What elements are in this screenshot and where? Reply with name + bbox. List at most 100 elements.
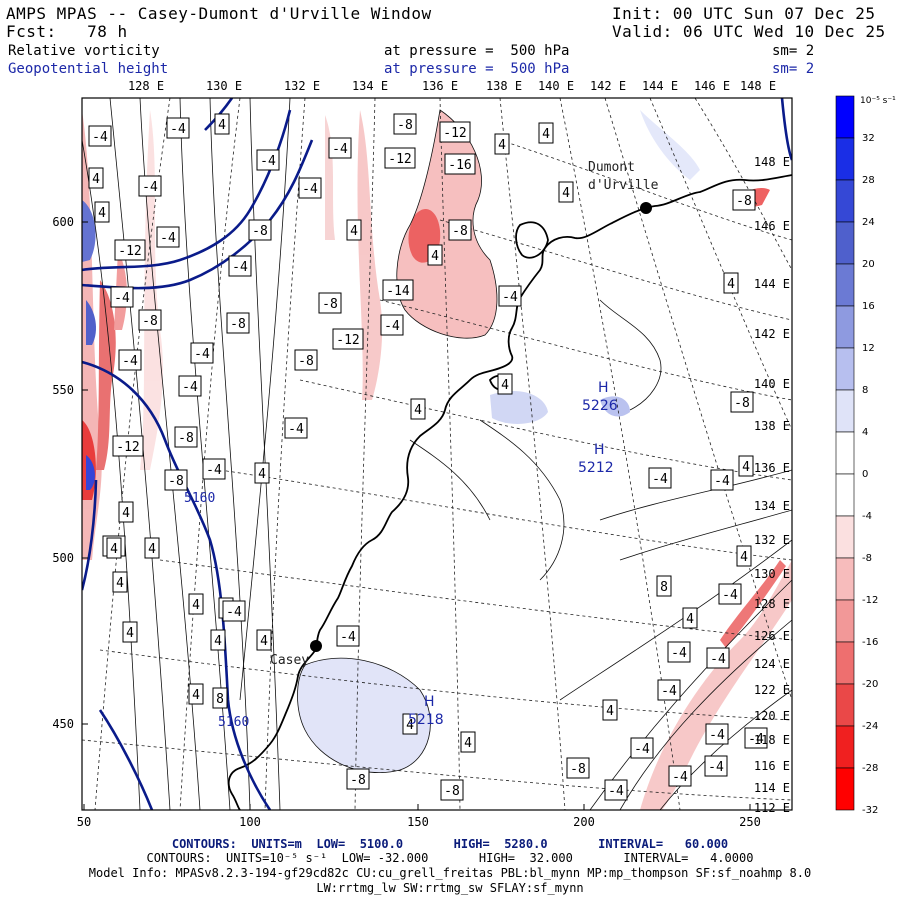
- vorticity-label-text: 4: [92, 172, 100, 187]
- vorticity-label-text: 8: [660, 580, 668, 595]
- colorbar-label: 8: [862, 385, 868, 396]
- vorticity-label-box: [88, 125, 112, 147]
- vorticity-label-text: 4: [498, 138, 506, 153]
- vorticity-label-text: -4: [708, 760, 724, 775]
- colorbar-box: [835, 137, 855, 181]
- right-lat-label: 124 E: [754, 657, 790, 671]
- high-value: 5218: [408, 712, 444, 728]
- vorticity-label-text: -4: [502, 290, 518, 305]
- vorticity-label-text: -4: [92, 130, 108, 145]
- vorticity-label-box: [110, 286, 134, 308]
- vorticity-label-box: [294, 349, 318, 371]
- dumont-durville-line2: d'Urville: [588, 178, 659, 193]
- vorticity-label-text: -8: [452, 224, 468, 239]
- colorbar-box: [835, 305, 855, 349]
- vorticity-label-box: [558, 181, 574, 203]
- vorticity-contour-labels: 4 -4 4 4 -8 -12 4 -4 -4 -12 -16 -4 -4 4 -12 4 4 -8 -4 -8 -14…: [88, 113, 768, 801]
- vorticity-label-box: [138, 309, 162, 331]
- vorticity-label-text: -16: [448, 158, 471, 173]
- y-tick-label: 600: [52, 215, 74, 229]
- valid-time: Valid: 06 UTC Wed 10 Dec 25: [612, 22, 886, 41]
- vorticity-label-text: -4: [170, 122, 186, 137]
- vorticity-label-box: [106, 537, 122, 559]
- vorticity-label-box: [630, 737, 654, 759]
- vorticity-label-text: -8: [230, 317, 246, 332]
- field1-level: at pressure = 500 hPa: [384, 43, 570, 59]
- colorbar-box: [835, 221, 855, 265]
- colorbar-label: -20: [862, 679, 878, 690]
- y-tick-label: 550: [52, 383, 74, 397]
- vorticity-label-text: -4: [710, 652, 726, 667]
- vorticity-label-text: -12: [388, 152, 411, 167]
- vorticity-label-text: -8: [397, 118, 413, 133]
- vorticity-label-text: -8: [736, 194, 752, 209]
- top-lon-label: 134 E: [352, 79, 388, 93]
- footer-vorticity-contours: CONTOURS: UNITS=10⁻⁵ s⁻¹ LOW= -32.000 HI…: [0, 851, 900, 865]
- dumont-durville-station: [640, 202, 652, 214]
- vorticity-label-text: 4: [214, 634, 222, 649]
- vorticity-label-box: [202, 458, 226, 480]
- vorticity-label-box: [439, 121, 471, 143]
- vorticity-label-box: [210, 629, 226, 651]
- vorticity-label-box: [648, 467, 672, 489]
- vorticity-label-text: -4: [142, 180, 158, 195]
- colorbar-box: [835, 515, 855, 559]
- casey-station: [310, 640, 322, 652]
- vorticity-label-text: 4: [110, 542, 118, 557]
- vorticity-label-box: [112, 435, 144, 457]
- vorticity-label-box: [112, 571, 128, 593]
- vorticity-label-box: [332, 328, 364, 350]
- colorbar-label: 28: [862, 175, 875, 186]
- map-title: AMPS MPAS -- Casey-Dumont d'Urville Wind…: [6, 4, 432, 23]
- vorticity-label-box: [382, 279, 414, 301]
- top-lon-label: 130 E: [206, 79, 242, 93]
- top-lon-label: 144 E: [642, 79, 678, 93]
- vorticity-label-box: [656, 575, 672, 597]
- vorticity-label-text: -4: [671, 646, 687, 661]
- footer-model-info-line2: LW:rrtmg_lw SW:rrtmg_sw SFLAY:sf_mynn: [316, 881, 584, 895]
- vorticity-label-text: 4: [218, 118, 226, 133]
- vorticity-label-box: [254, 462, 270, 484]
- high-letter: H: [594, 442, 605, 458]
- x-tick-label: 150: [407, 815, 429, 829]
- vorticity-label-text: -4: [652, 472, 668, 487]
- vorticity-label-box: [256, 149, 280, 171]
- vorticity-label-box: [427, 244, 443, 266]
- vorticity-label-box: [440, 779, 464, 801]
- height-label-5160-south: 5160: [218, 715, 249, 730]
- vorticity-label-box: [328, 137, 352, 159]
- vorticity-label-box: [682, 607, 698, 629]
- colorbar-box: [835, 179, 855, 223]
- vorticity-label-box: [222, 600, 246, 622]
- vorticity-label-box: [730, 391, 754, 413]
- vorticity-label-text: -4: [332, 142, 348, 157]
- vorticity-label-text: 4: [98, 206, 106, 221]
- vorticity-label-box: [393, 113, 417, 135]
- vorticity-label-box: [174, 426, 198, 448]
- vorticity-label-text: -12: [443, 126, 466, 141]
- colorbar-box: [835, 683, 855, 727]
- footer-height-info: UNITS=m LOW= 5100.0 HIGH= 5280.0 INTERVA…: [251, 837, 729, 851]
- colorbar-label: -28: [862, 763, 878, 774]
- colorbar-box: [835, 431, 855, 475]
- vorticity-label-text: -8: [734, 396, 750, 411]
- colorbar-box: [835, 389, 855, 433]
- right-lat-label: 116 E: [754, 759, 790, 773]
- vorticity-label-text: -12: [116, 440, 139, 455]
- colorbar-label: -32: [862, 805, 878, 816]
- vorticity-label-text: 4: [148, 542, 156, 557]
- right-lat-label: 130 E: [754, 567, 790, 581]
- vorticity-label-box: [494, 133, 510, 155]
- vorticity-label-box: [188, 683, 204, 705]
- vorticity-label-text: -4: [634, 742, 650, 757]
- vorticity-label-box: [88, 167, 104, 189]
- vorticity-label-text: -4: [608, 784, 624, 799]
- colorbar-label: -8: [862, 553, 872, 564]
- y-tick-label: 450: [52, 717, 74, 731]
- vorticity-label-text: -12: [118, 244, 141, 259]
- vorticity-label-box: [380, 314, 404, 336]
- vorticity-label-text: -4: [288, 422, 304, 437]
- vorticity-label-text: -14: [386, 284, 410, 299]
- vorticity-label-text: 4: [686, 612, 694, 627]
